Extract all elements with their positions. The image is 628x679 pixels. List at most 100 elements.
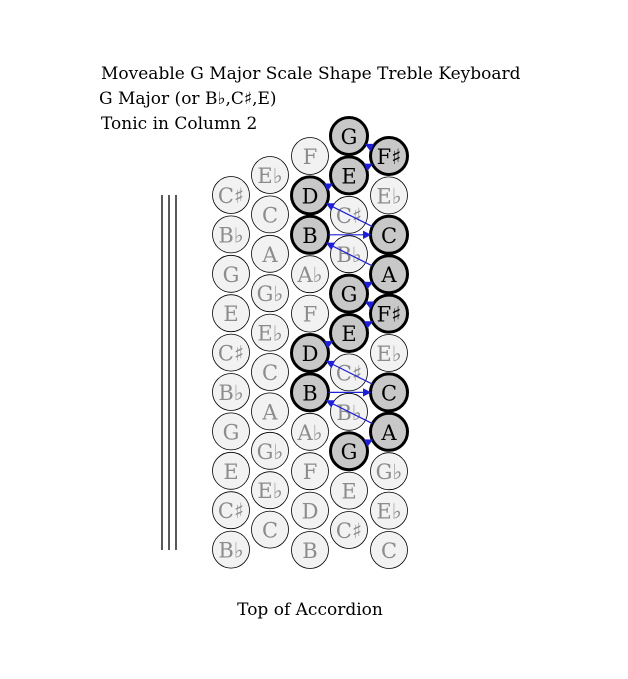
note-label: F xyxy=(303,460,318,484)
scale-step-arrow xyxy=(325,360,373,385)
note-button-col2-0: E♭ xyxy=(251,156,289,194)
scale-step-arrow xyxy=(325,203,373,228)
scale-step-arrow xyxy=(363,321,374,329)
note-label: E xyxy=(341,164,356,188)
button-circle xyxy=(370,176,408,215)
note-label: C xyxy=(262,361,278,385)
note-label: G xyxy=(341,283,358,307)
button-circle xyxy=(251,234,289,273)
button-circle xyxy=(370,452,408,491)
button-circle xyxy=(251,313,289,352)
note-button-col4-5: E xyxy=(329,313,369,353)
button-grid: C♯B♭GEC♯B♭GEC♯B♭E♭CAG♭E♭CAG♭E♭CFDBA♭FDBA… xyxy=(212,116,409,569)
note-button-col1-1: B♭ xyxy=(212,215,250,254)
button-circle xyxy=(330,511,368,549)
note-button-col4-10: C♯ xyxy=(330,511,368,549)
note-button-col4-4: G xyxy=(329,273,369,314)
note-button-col3-7: A♭ xyxy=(291,412,329,451)
button-circle xyxy=(370,491,408,530)
note-label: F xyxy=(303,145,318,169)
button-circle xyxy=(329,313,369,353)
note-button-col5-3: A xyxy=(369,254,409,295)
note-label: E♭ xyxy=(257,164,282,188)
note-button-col3-0: F xyxy=(291,137,329,175)
note-label: G xyxy=(341,440,358,464)
note-label: A♭ xyxy=(296,421,322,445)
note-label: C xyxy=(262,203,278,227)
note-button-col4-9: E xyxy=(330,471,368,510)
button-circle xyxy=(291,412,329,451)
note-label: C xyxy=(381,224,397,248)
note-label: G xyxy=(341,125,358,149)
note-button-col1-2: G xyxy=(212,254,250,293)
button-circle xyxy=(212,373,250,411)
button-circle xyxy=(251,353,289,391)
note-label: F xyxy=(303,303,318,327)
button-circle xyxy=(290,333,330,373)
button-circle xyxy=(291,294,329,333)
button-circle xyxy=(329,116,369,156)
button-circle xyxy=(212,412,250,451)
note-button-col3-10: B xyxy=(291,531,329,569)
note-label: B♭ xyxy=(218,381,243,405)
note-label: E xyxy=(341,480,356,504)
note-label: B xyxy=(302,539,317,563)
title-line-2: G Major (or B♭,C♯,E) xyxy=(99,89,277,109)
note-label: D xyxy=(302,184,319,208)
scale-step-arrow xyxy=(363,281,374,290)
note-button-col1-0: C♯ xyxy=(212,176,250,214)
note-label: E♭ xyxy=(376,342,401,366)
note-label: G♭ xyxy=(257,282,284,306)
button-circle xyxy=(212,176,250,214)
button-circle xyxy=(369,411,409,452)
note-button-col4-0: G xyxy=(329,116,369,156)
note-label: C♯ xyxy=(218,499,244,523)
note-label: E xyxy=(341,322,356,346)
note-label: E♭ xyxy=(376,184,401,208)
note-label: F♯ xyxy=(377,145,402,169)
note-label: D xyxy=(302,342,319,366)
note-button-col2-8: E♭ xyxy=(251,471,289,510)
note-label: C xyxy=(381,381,397,405)
note-label: G xyxy=(223,263,240,287)
note-button-col3-8: F xyxy=(291,452,329,491)
note-button-col5-4: F♯ xyxy=(369,293,409,334)
title-line-3: Tonic in Column 2 xyxy=(101,114,258,134)
note-label: C♯ xyxy=(336,519,362,543)
button-circle xyxy=(212,451,250,490)
note-button-col3-4: F xyxy=(291,294,329,333)
note-label: A xyxy=(380,421,397,445)
note-button-col5-2: C xyxy=(369,214,409,255)
scale-step-arrow xyxy=(363,163,374,172)
note-label: B♭ xyxy=(336,401,361,425)
note-button-col5-1: E♭ xyxy=(370,176,408,215)
button-circle xyxy=(251,195,289,234)
scale-arrows xyxy=(323,143,375,447)
note-label: E♭ xyxy=(257,479,282,503)
button-circle xyxy=(290,175,330,216)
note-label: E xyxy=(223,460,238,484)
note-label: C♯ xyxy=(218,342,244,366)
note-button-col2-6: A xyxy=(251,392,289,431)
button-circle xyxy=(370,334,408,372)
button-circle xyxy=(212,333,250,372)
note-button-col5-7: A xyxy=(369,411,409,452)
note-label: C♯ xyxy=(336,361,362,385)
note-label: G xyxy=(223,420,240,444)
note-label: C xyxy=(262,519,278,543)
button-circle xyxy=(291,452,329,491)
button-circle xyxy=(251,274,289,313)
note-button-col1-4: C♯ xyxy=(212,333,250,372)
note-label: B♭ xyxy=(218,539,243,563)
note-label: A♭ xyxy=(296,263,322,287)
note-button-col5-8: G♭ xyxy=(370,452,408,491)
button-circle xyxy=(369,254,409,295)
button-circle xyxy=(251,510,289,549)
note-button-col2-4: E♭ xyxy=(251,313,289,352)
keyboard-edge-lines xyxy=(161,195,177,550)
note-button-col1-6: G xyxy=(212,412,250,451)
note-label: E♭ xyxy=(376,500,401,524)
button-circle xyxy=(291,491,329,530)
scale-step-arrow xyxy=(323,340,334,349)
